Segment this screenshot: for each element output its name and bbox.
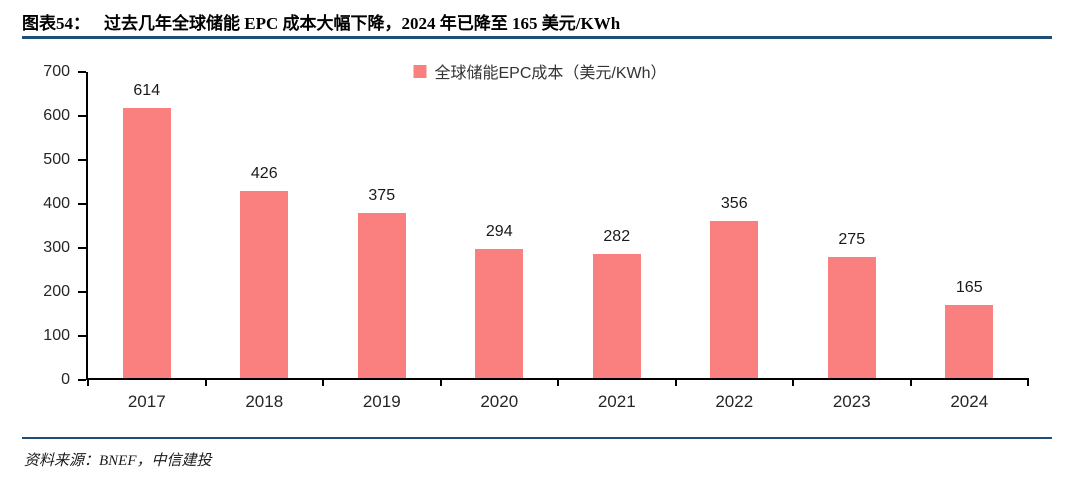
y-tick-label: 500 bbox=[43, 151, 70, 168]
header-divider-rule bbox=[22, 36, 1052, 39]
x-tick-label: 2018 bbox=[245, 392, 284, 411]
y-tick-label: 600 bbox=[43, 107, 70, 124]
x-tick-mark bbox=[674, 378, 677, 386]
plot-area: 614 2017 426 2018 375 2019 294 2020 282 2021 356 20… bbox=[86, 72, 1029, 411]
bar-value-label: 165 bbox=[955, 279, 983, 297]
x-tick-label: 2024 bbox=[950, 392, 989, 411]
source-note: 资料来源：BNEF，中信建投 bbox=[24, 453, 212, 469]
bar bbox=[827, 257, 876, 378]
bar-value-label: 614 bbox=[133, 81, 161, 99]
x-tick-mark bbox=[557, 378, 559, 386]
y-tick-mark bbox=[78, 115, 86, 117]
y-tick-label: 400 bbox=[43, 195, 70, 212]
y-axis-labels: 0 100 200 300 400 500 600 700 bbox=[0, 63, 70, 388]
legend-series-label: 全球储能EPC成本（美元/KWh） bbox=[434, 65, 667, 82]
y-axis-ticks bbox=[78, 71, 86, 381]
bar bbox=[945, 305, 994, 378]
bar bbox=[122, 107, 171, 378]
x-tick-mark bbox=[322, 378, 324, 386]
bar-value-label: 426 bbox=[250, 164, 278, 182]
figure-number-label: 图表54： bbox=[22, 14, 90, 33]
y-tick-label: 700 bbox=[43, 63, 70, 80]
y-tick-mark bbox=[78, 291, 86, 293]
y-tick-label: 100 bbox=[43, 327, 70, 344]
chart-legend: 全球储能EPC成本（美元/KWh） bbox=[413, 59, 667, 83]
bar-chart: 全球储能EPC成本（美元/KWh） 0 100 200 300 400 500 600 700… bbox=[0, 50, 1080, 422]
x-tick-mark bbox=[87, 378, 89, 386]
x-tick-label: 2021 bbox=[597, 392, 636, 411]
bar-value-label: 275 bbox=[838, 231, 866, 248]
bar-value-label: 282 bbox=[603, 227, 631, 245]
bar bbox=[240, 190, 289, 378]
x-tick-label: 2019 bbox=[362, 392, 401, 411]
x-tick-mark bbox=[204, 378, 207, 386]
y-tick-mark bbox=[78, 335, 86, 337]
y-tick-mark bbox=[78, 71, 86, 73]
footer-divider-rule bbox=[22, 437, 1052, 439]
bar-value-label: 356 bbox=[720, 195, 748, 213]
x-tick-label: 2017 bbox=[127, 392, 166, 411]
x-tick-label: 2023 bbox=[832, 392, 871, 411]
bar bbox=[475, 248, 524, 378]
y-tick-label: 300 bbox=[43, 239, 70, 256]
x-tick-mark bbox=[439, 378, 442, 386]
y-tick-mark bbox=[78, 379, 86, 381]
bar bbox=[357, 213, 406, 378]
y-tick-mark bbox=[78, 247, 86, 249]
y-tick-label: 200 bbox=[43, 283, 70, 300]
x-tick-label: 2022 bbox=[715, 392, 754, 411]
bar bbox=[592, 253, 641, 378]
y-tick-mark bbox=[78, 203, 86, 205]
x-tick-mark bbox=[1027, 378, 1029, 386]
y-tick-mark bbox=[78, 159, 86, 161]
figure-header: 图表54： 过去几年全球储能 EPC 成本大幅下降，2024 年已降至 165 美… bbox=[22, 9, 1052, 34]
bar bbox=[710, 221, 759, 378]
legend-swatch-icon bbox=[413, 64, 427, 78]
x-tick-mark bbox=[909, 378, 912, 386]
x-tick-mark bbox=[792, 378, 794, 386]
x-tick-label: 2020 bbox=[480, 392, 519, 411]
bar-value-label: 375 bbox=[368, 187, 396, 204]
figure-title: 过去几年全球储能 EPC 成本大幅下降，2024 年已降至 165 美元/KWh bbox=[104, 14, 621, 33]
bar-value-label: 294 bbox=[485, 222, 513, 240]
y-tick-label: 0 bbox=[61, 371, 70, 388]
